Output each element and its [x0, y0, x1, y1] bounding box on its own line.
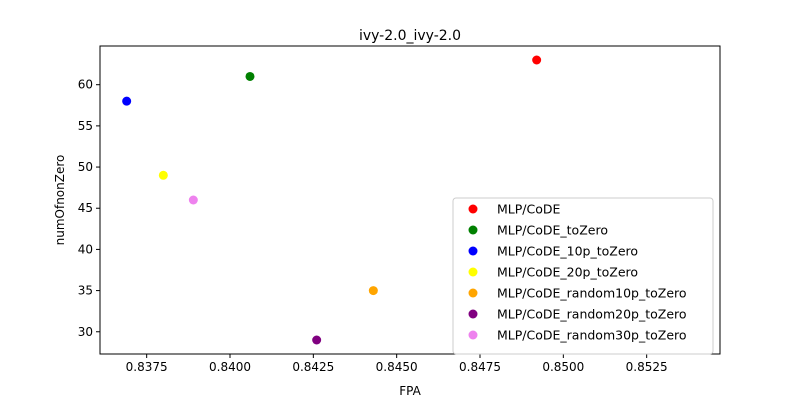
data-points — [122, 55, 542, 345]
legend: MLP/CoDE MLP/CoDE_toZero MLP/CoDE_10p_toZe… — [452, 197, 714, 355]
data-point — [532, 55, 542, 65]
x-tick-label: 0.8425 — [292, 360, 334, 374]
x-tick-label: 0.8400 — [209, 360, 251, 374]
legend-entry: MLP/CoDE_20p_toZero — [497, 265, 638, 280]
legend-marker — [468, 246, 478, 256]
legend-marker — [468, 204, 478, 214]
y-tick-label: 45 — [78, 201, 93, 215]
legend-entry: MLP/CoDE_toZero — [497, 223, 608, 238]
data-point — [245, 71, 255, 81]
legend-entry: MLP/CoDE_random30p_toZero — [497, 328, 687, 343]
legend-marker — [468, 309, 478, 319]
data-point — [188, 195, 198, 205]
x-tick-label: 0.8500 — [542, 360, 584, 374]
legend-box — [452, 197, 714, 355]
legend-marker — [468, 225, 478, 235]
data-point — [368, 286, 378, 296]
x-tick-label: 0.8475 — [459, 360, 501, 374]
legend-marker — [468, 288, 478, 298]
data-point — [312, 335, 322, 345]
x-axis-label: FPA — [399, 384, 421, 398]
y-tick-label: 40 — [78, 242, 93, 256]
legend-entry: MLP/CoDE_10p_toZero — [497, 244, 638, 259]
data-point — [122, 96, 132, 106]
y-tick-label: 35 — [78, 284, 93, 298]
y-tick-label: 55 — [78, 119, 93, 133]
legend-entry: MLP/CoDE_random10p_toZero — [497, 286, 687, 301]
legend-entry: MLP/CoDE — [497, 202, 560, 217]
plot-frame — [99, 45, 721, 355]
axis-ticks: 0.8375 0.8400 0.8425 0.8450 0.8475 0.8500 0.85… — [78, 78, 668, 374]
y-tick-label: 50 — [78, 160, 93, 174]
x-tick-label: 0.8450 — [376, 360, 418, 374]
legend-marker — [468, 267, 478, 277]
y-tick-label: 60 — [78, 78, 93, 92]
chart-title: ivy-2.0_ivy-2.0 — [359, 28, 461, 44]
legend-entry: MLP/CoDE_random20p_toZero — [497, 307, 687, 322]
x-tick-label: 0.8375 — [126, 360, 168, 374]
x-tick-label: 0.8525 — [626, 360, 668, 374]
data-point — [158, 170, 168, 180]
legend-marker — [468, 330, 478, 340]
y-tick-label: 30 — [78, 325, 93, 339]
y-axis-label: numOfnonZero — [53, 155, 67, 246]
